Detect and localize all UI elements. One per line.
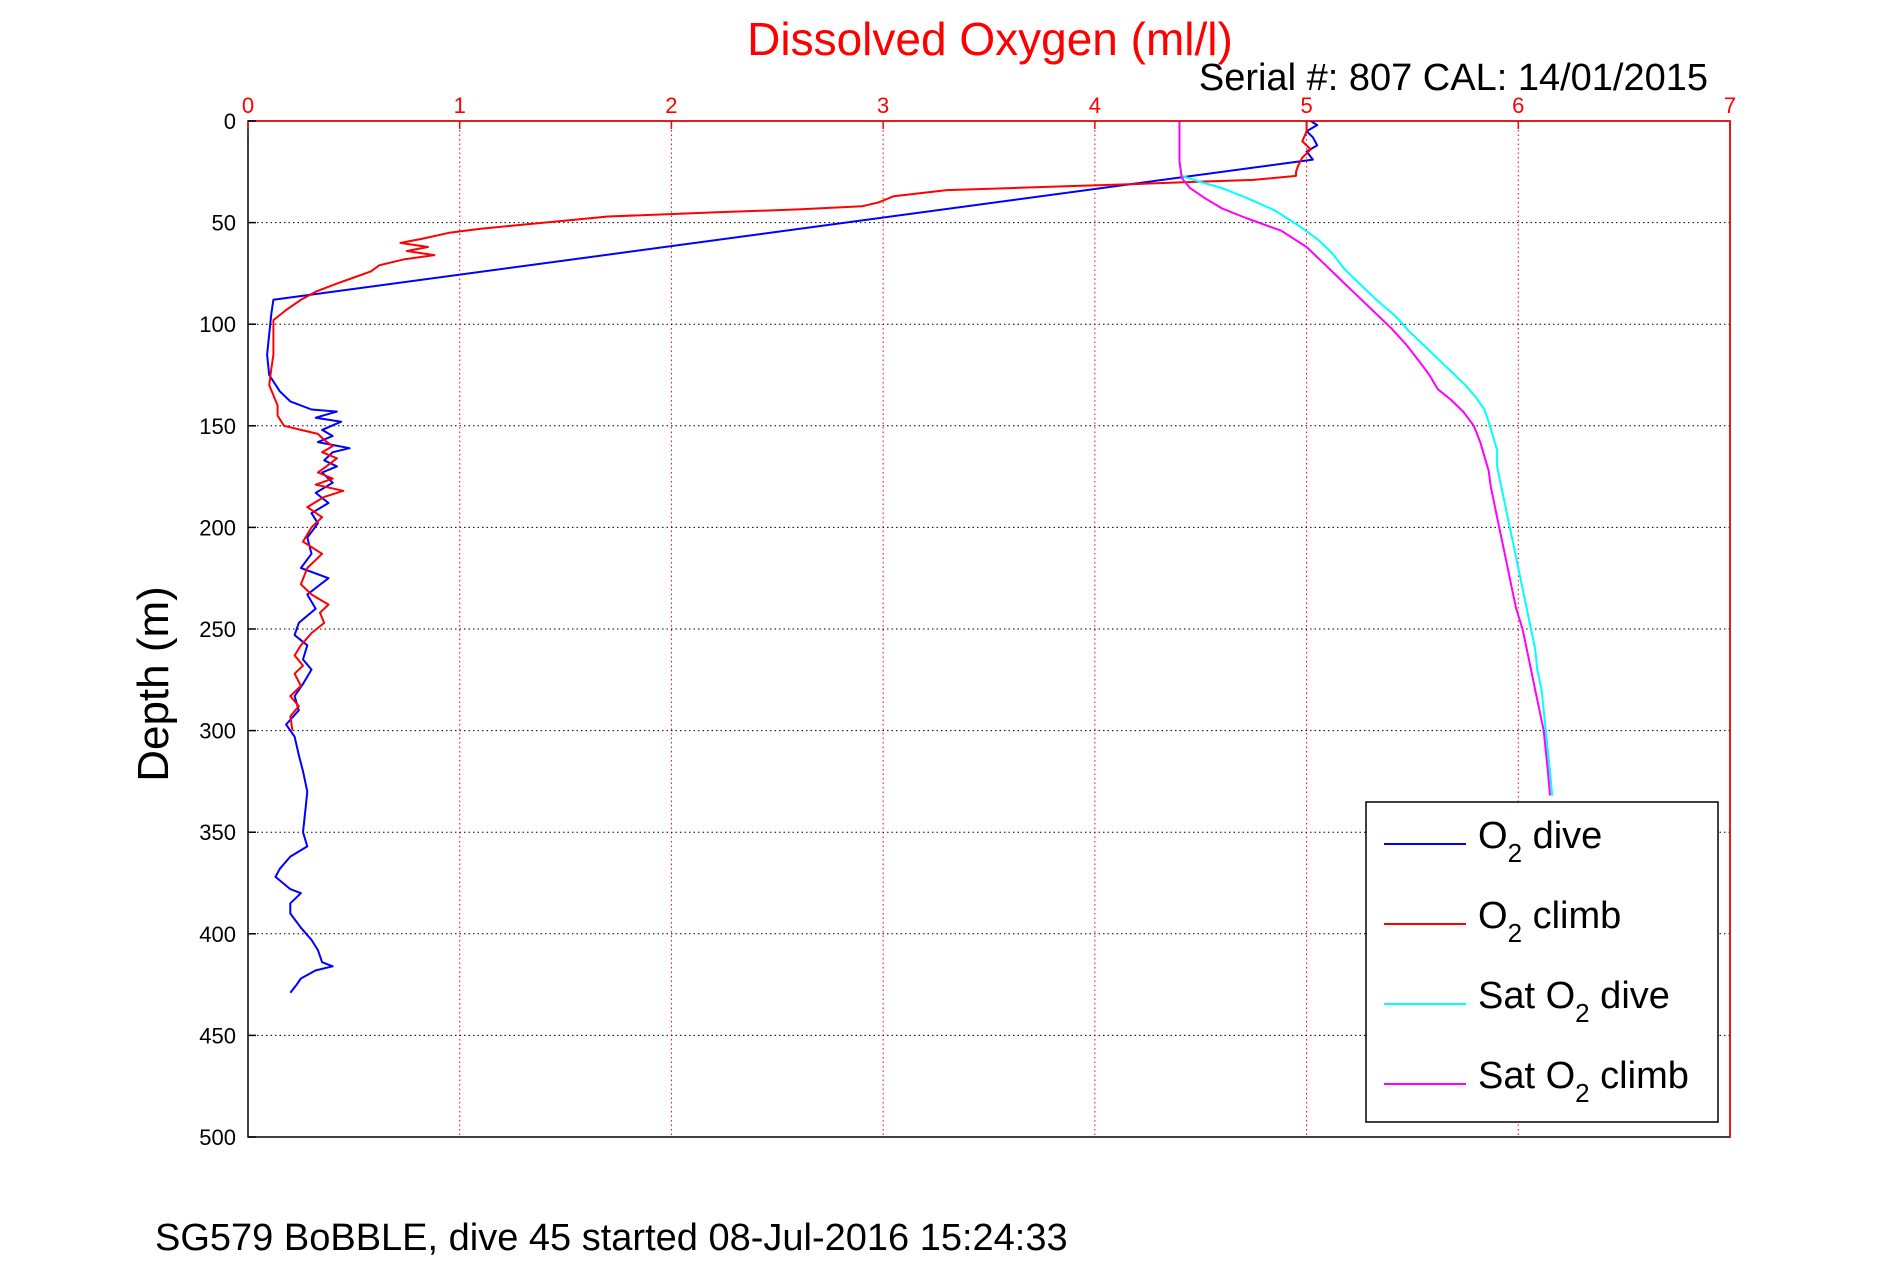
x-tick-label: 2 bbox=[665, 93, 677, 118]
y-tick-label: 450 bbox=[199, 1023, 236, 1048]
legend-label: Sat O2 dive bbox=[1478, 975, 1670, 1028]
legend-label: O2 dive bbox=[1478, 815, 1602, 868]
footer-caption: SG579 BoBBLE, dive 45 started 08-Jul-201… bbox=[155, 1217, 1068, 1259]
y-tick-label: 50 bbox=[212, 211, 236, 236]
legend: O2 dive O2 climb Sat O2 dive Sat O2 climb bbox=[1365, 801, 1719, 1123]
x-tick-label: 5 bbox=[1300, 93, 1312, 118]
y-tick-label: 150 bbox=[199, 414, 236, 439]
series-layer bbox=[266, 120, 1554, 994]
series-line-sat-o2-dive bbox=[1178, 121, 1554, 796]
y-tick-label: 350 bbox=[199, 820, 236, 845]
chart-title: Dissolved Oxygen (ml/l) bbox=[747, 13, 1233, 65]
y-tick-label: 300 bbox=[199, 719, 236, 744]
y-tick-label: 500 bbox=[199, 1125, 236, 1150]
x-tick-label: 1 bbox=[454, 93, 466, 118]
x-tick-label: 6 bbox=[1512, 93, 1524, 118]
series-line-o2-climb bbox=[268, 121, 1312, 731]
x-tick-label: 7 bbox=[1724, 93, 1736, 118]
y-tick-label: 200 bbox=[199, 515, 236, 540]
x-tick-label: 4 bbox=[1089, 93, 1101, 118]
y-tick-label: 250 bbox=[199, 617, 236, 642]
serial-cal-label: Serial #: 807 CAL: 14/01/2015 bbox=[1199, 57, 1708, 99]
legend-box bbox=[1365, 801, 1719, 1123]
y-tick-label: 100 bbox=[199, 312, 236, 337]
x-tick-label: 3 bbox=[877, 93, 889, 118]
legend-label: O2 climb bbox=[1478, 895, 1621, 948]
series-line-sat-o2-climb bbox=[1178, 121, 1551, 796]
y-axis-label: Depth (m) bbox=[129, 586, 178, 782]
x-ticks: 0 1 2 3 4 5 6 7 bbox=[242, 93, 1736, 129]
y-tick-label: 400 bbox=[199, 922, 236, 947]
x-tick-label: 0 bbox=[242, 93, 254, 118]
y-tick-label: 0 bbox=[224, 109, 236, 134]
y-ticks: 0 50 100 150 200 250 300 350 400 450 500 bbox=[199, 109, 256, 1150]
legend-label: Sat O2 climb bbox=[1478, 1055, 1689, 1108]
series-line-o2-dive bbox=[266, 120, 1319, 994]
